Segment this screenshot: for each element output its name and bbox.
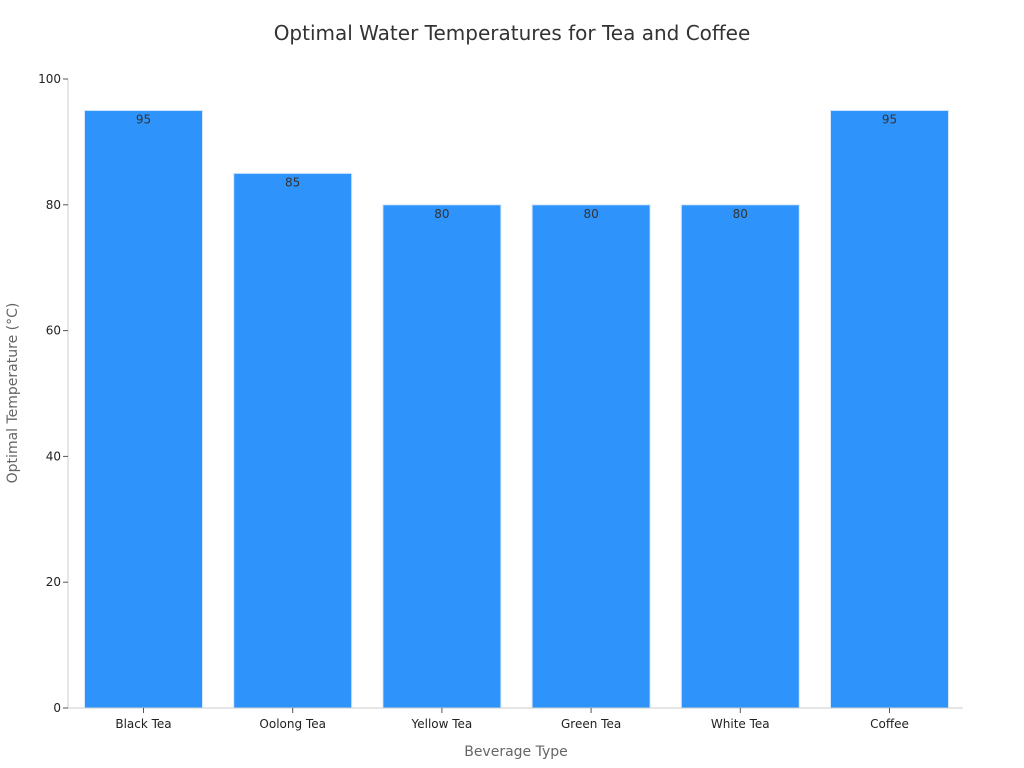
x-axis-title: Beverage Type [464,744,568,760]
y-ticks-group: 0 20 40 60 80 100 [38,72,68,715]
bar-green-tea [531,204,651,709]
data-labels-group: 95 85 80 80 80 95 [136,112,897,220]
data-label: 80 [434,207,449,221]
x-tick-label: Black Tea [115,717,171,731]
data-label: 95 [136,112,151,126]
data-label: 85 [285,175,300,189]
y-tick-label: 60 [46,324,61,338]
y-tick-label: 0 [53,701,61,715]
bar-white-tea [680,204,800,709]
bar-oolong-tea [233,172,353,709]
x-tick-label: Coffee [870,717,909,731]
y-tick-label: 40 [46,449,61,463]
bar-coffee [830,109,949,709]
data-label: 80 [733,207,748,221]
bar-black-tea [84,109,203,709]
x-tick-label: White Tea [711,717,770,731]
chart-title: Optimal Water Temperatures for Tea and C… [274,21,751,45]
y-tick-label: 20 [46,575,61,589]
data-label: 80 [583,207,598,221]
x-tick-label: Yellow Tea [411,717,473,731]
x-ticks-group: Black Tea Oolong Tea Yellow Tea Green Tea Wh… [115,708,909,731]
y-tick-label: 100 [38,72,61,86]
x-tick-label: Oolong Tea [259,717,326,731]
x-tick-label: Green Tea [561,717,621,731]
y-tick-label: 80 [46,198,61,212]
bar-yellow-tea [382,204,502,709]
data-label: 95 [882,112,897,126]
bars-group [84,109,949,709]
y-axis-title: Optimal Temperature (°C) [5,303,21,484]
